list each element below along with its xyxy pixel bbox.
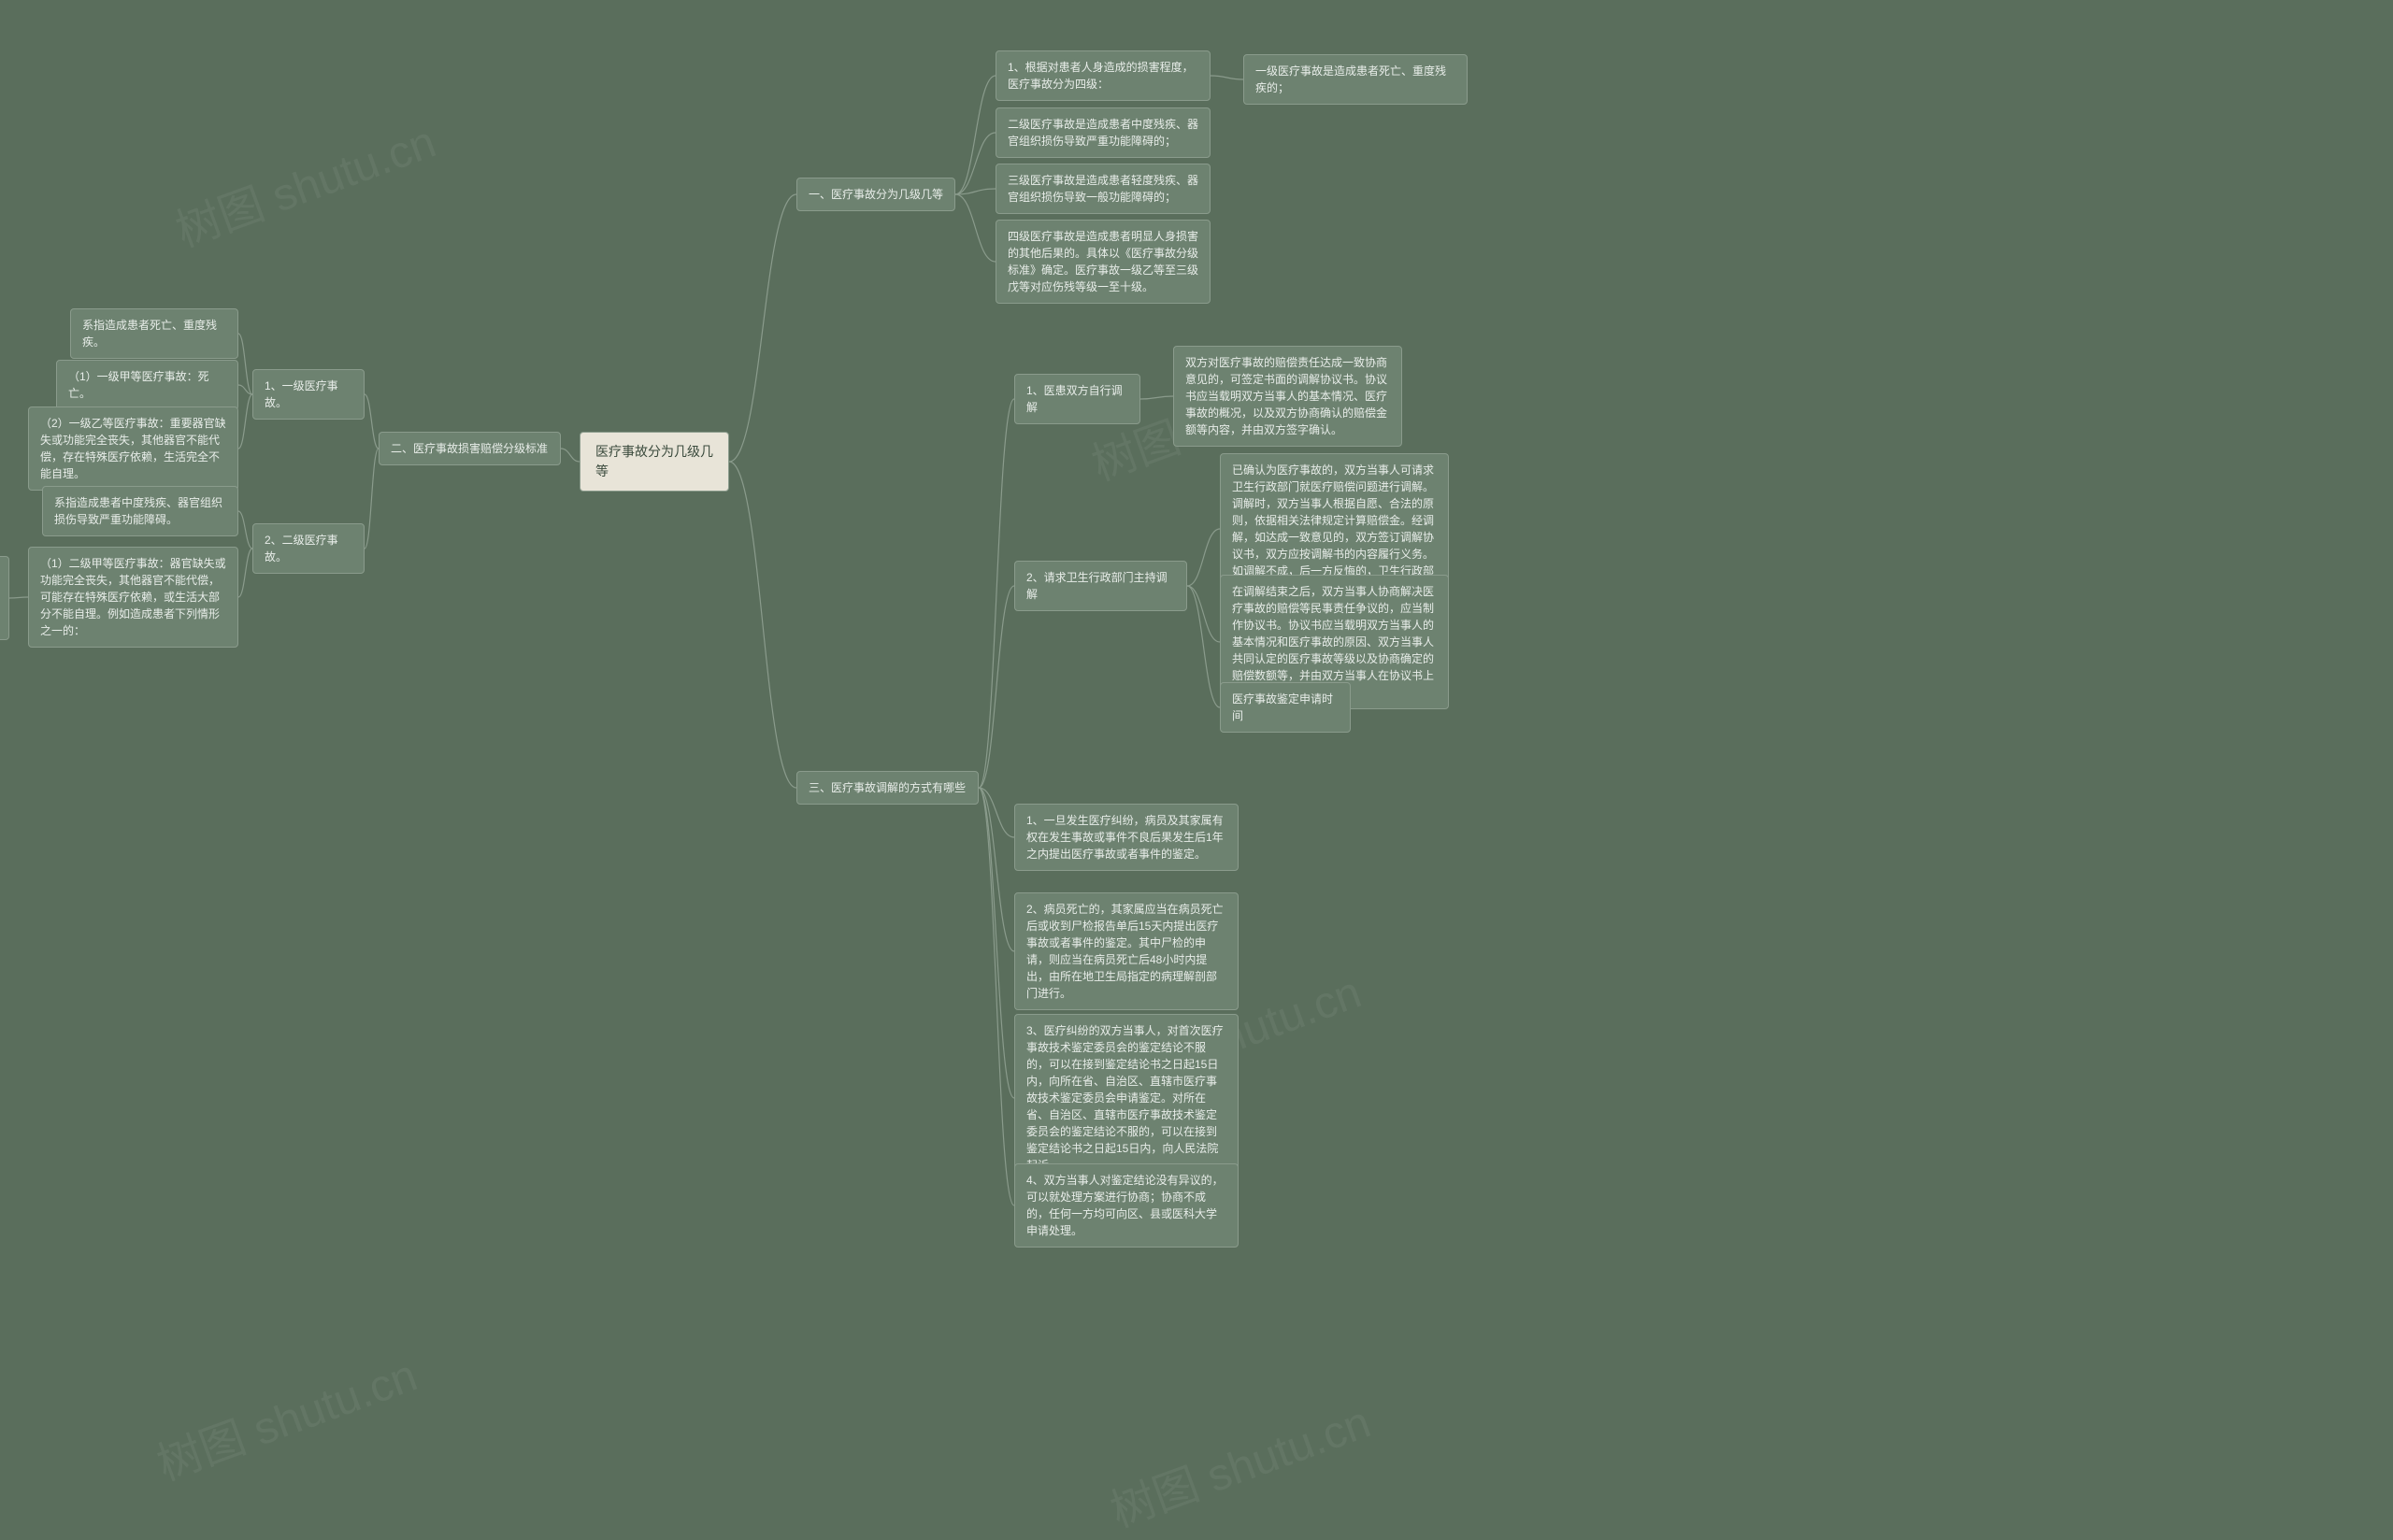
mindmap-node: 双方对医疗事故的赔偿责任达成一致协商意见的，可签定书面的调解协议书。协议书应当载… xyxy=(1173,346,1402,447)
mindmap-node: 二级医疗事故是造成患者中度残疾、器官组织损伤导致严重功能障碍的； xyxy=(996,107,1211,158)
mindmap-node: 4、双方当事人对鉴定结论没有异议的，可以就处理方案进行协商；协商不成的，任何一方… xyxy=(1014,1163,1239,1248)
mindmap-node: 系指造成患者中度残疾、器官组织损伤导致严重功能障碍。 xyxy=(42,486,238,536)
mindmap-node: 二、医疗事故损害赔偿分级标准 xyxy=(379,432,561,465)
mindmap-node: （1）二级甲等医疗事故：器官缺失或功能完全丧失，其他器官不能代偿，可能存在特殊医… xyxy=(28,547,238,648)
mindmap-node: 2、请求卫生行政部门主持调解 xyxy=(1014,561,1187,611)
watermark: 树图 shutu.cn xyxy=(1100,1385,1378,1539)
mindmap-node: 四级医疗事故是造成患者明显人身损害的其他后果的。具体以《医疗事故分级标准》确定。… xyxy=(996,220,1211,304)
mindmap-node: 三级医疗事故是造成患者轻度残疾、器官组织损伤导致一般功能障碍的； xyxy=(996,164,1211,214)
mindmap-node: 系指造成患者死亡、重度残疾。 xyxy=(70,308,238,359)
mindmap-node: 1、医患双方自行调解 xyxy=(1014,374,1140,424)
mindmap-root: 医疗事故分为几级几等 xyxy=(580,432,729,492)
mindmap-node: 2、二级医疗事故。 xyxy=(252,523,365,574)
watermark: 树图 shutu.cn xyxy=(165,105,443,259)
mindmap-node: 三、医疗事故调解的方式有哪些 xyxy=(796,771,979,805)
watermark: 树图 shutu.cn xyxy=(147,1338,424,1492)
mindmap-node: （1）一级甲等医疗事故：死亡。 xyxy=(56,360,238,410)
mindmap-node: （2）一级乙等医疗事故：重要器官缺失或功能完全丧失，其他器官不能代偿，存在特殊医… xyxy=(28,406,238,491)
mindmap-node: 医疗事故鉴定申请时间 xyxy=(1220,682,1351,733)
mindmap-node: 一级医疗事故是造成患者死亡、重度残疾的； xyxy=(1243,54,1468,105)
mindmap-node: 1、一级医疗事故。 xyxy=(252,369,365,420)
mindmap-node: 一、医疗事故分为几级几等 xyxy=(796,178,955,211)
mindmap-node: （2）二级乙等医疗事故：存在器官缺失、严重缺损、严重畸形情形之一，有严重功能障碍… xyxy=(0,556,9,640)
mindmap-node: 1、根据对患者人身造成的损害程度，医疗事故分为四级： xyxy=(996,50,1211,101)
mindmap-node: 3、医疗纠纷的双方当事人，对首次医疗事故技术鉴定委员会的鉴定结论不服的，可以在接… xyxy=(1014,1014,1239,1182)
mindmap-node: 2、病员死亡的，其家属应当在病员死亡后或收到尸检报告单后15天内提出医疗事故或者… xyxy=(1014,892,1239,1010)
mindmap-node: 1、一旦发生医疗纠纷，病员及其家属有权在发生事故或事件不良后果发生后1年之内提出… xyxy=(1014,804,1239,871)
